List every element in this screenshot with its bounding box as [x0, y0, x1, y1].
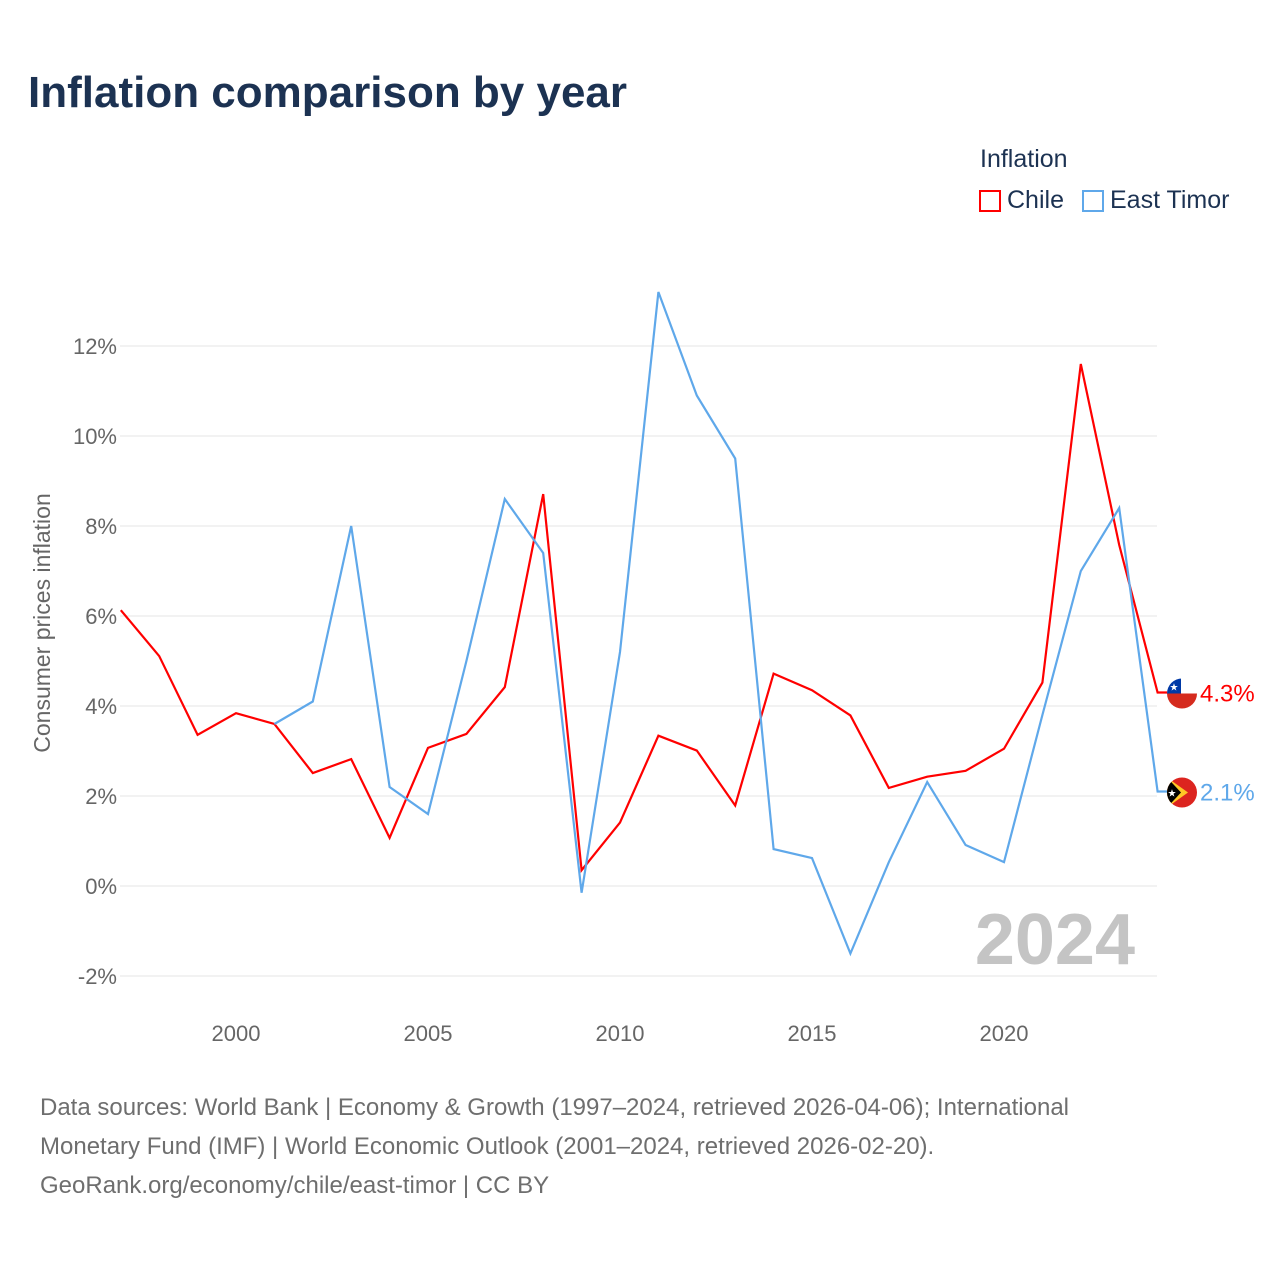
- y-tick-label: 8%: [85, 514, 117, 539]
- y-tick-label: 6%: [85, 604, 117, 629]
- source-line: Monetary Fund (IMF) | World Economic Out…: [40, 1133, 935, 1160]
- svg-text:★: ★: [1168, 789, 1177, 800]
- attribution-link[interactable]: GeoRank.org/economy/chile/east-timor | C…: [40, 1172, 550, 1199]
- east-timor-flag-icon: ★: [1167, 777, 1197, 808]
- y-tick-label: 4%: [85, 694, 117, 719]
- y-tick-label: 12%: [73, 334, 117, 359]
- series-line-chile: [119, 363, 1168, 874]
- legend-title: Inflation: [980, 145, 1068, 173]
- end-value-label: 2.1%: [1200, 780, 1255, 807]
- x-tick-label: 2010: [596, 1021, 645, 1046]
- legend-swatch-chile: [979, 189, 1001, 212]
- x-tick-label: 2020: [980, 1021, 1029, 1046]
- x-tick-label: 2005: [404, 1021, 453, 1046]
- y-tick-label: 0%: [85, 874, 117, 899]
- x-tick-label: 2015: [788, 1021, 837, 1046]
- y-tick-label: 2%: [85, 784, 117, 809]
- y-axis-label: Consumer prices inflation: [29, 493, 55, 753]
- legend: Chile East Timor: [979, 186, 1229, 215]
- legend-item-east-timor[interactable]: East Timor: [1081, 186, 1230, 215]
- year-watermark: 2024: [975, 900, 1135, 980]
- end-value-label: 4.3%: [1200, 681, 1255, 708]
- source-line: Data sources: World Bank | Economy & Gro…: [40, 1094, 1070, 1121]
- x-tick-label: 2000: [212, 1021, 261, 1046]
- footer: Data sources: World Bank | Economy & Gro…: [40, 1088, 1069, 1205]
- svg-text:★: ★: [1170, 683, 1179, 694]
- chile-flag-icon: ★: [1167, 678, 1197, 709]
- series-line-east-timor: [273, 291, 1168, 957]
- legend-swatch-east-timor: [1081, 189, 1104, 212]
- legend-label: Chile: [1007, 186, 1064, 214]
- legend-label: East Timor: [1109, 186, 1230, 214]
- legend-item-chile[interactable]: Chile: [979, 186, 1064, 215]
- y-tick-label: -2%: [78, 964, 117, 989]
- y-tick-label: 10%: [73, 424, 117, 449]
- page-title: Inflation comparison by year: [28, 68, 628, 117]
